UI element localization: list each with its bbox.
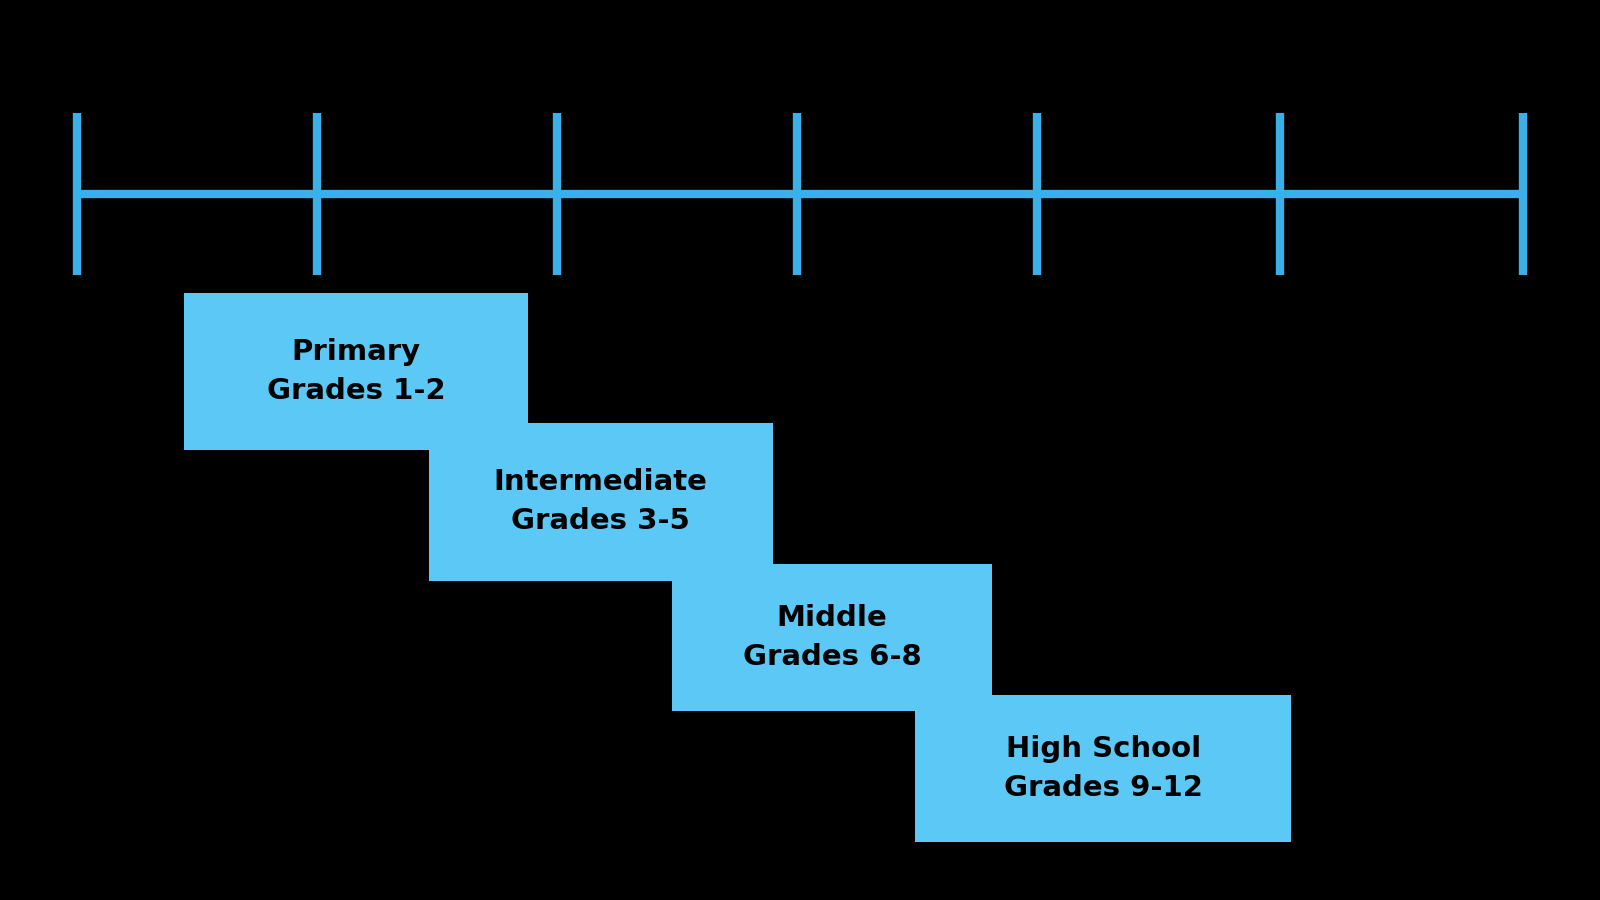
- Text: Primary
Grades 1-2: Primary Grades 1-2: [267, 338, 445, 405]
- FancyBboxPatch shape: [184, 292, 528, 450]
- FancyBboxPatch shape: [915, 695, 1291, 842]
- FancyBboxPatch shape: [672, 564, 992, 711]
- FancyBboxPatch shape: [429, 423, 773, 580]
- Text: Intermediate
Grades 3-5: Intermediate Grades 3-5: [494, 468, 707, 536]
- Text: Middle
Grades 6-8: Middle Grades 6-8: [742, 604, 922, 671]
- Text: High School
Grades 9-12: High School Grades 9-12: [1003, 734, 1203, 802]
